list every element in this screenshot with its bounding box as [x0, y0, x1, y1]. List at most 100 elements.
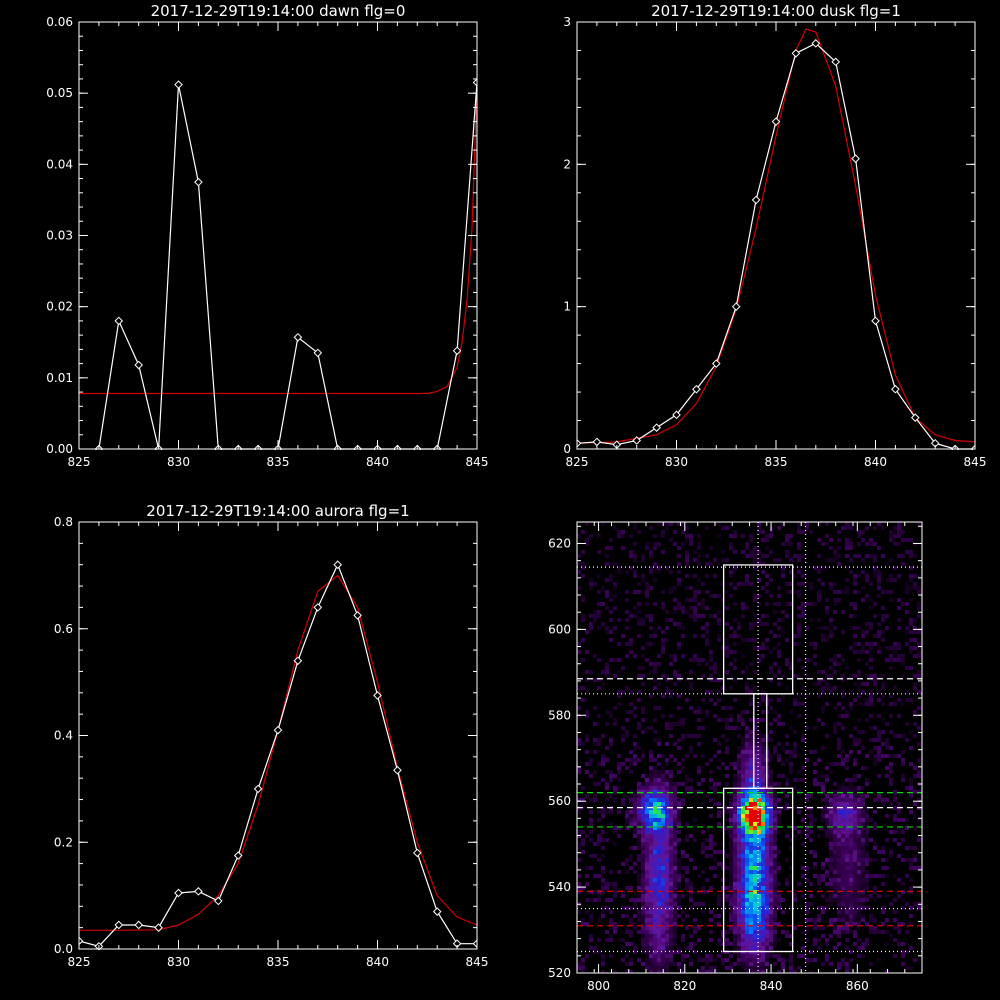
heatmap-cell — [825, 598, 829, 602]
heatmap-cell — [857, 910, 861, 914]
heatmap-cell — [721, 718, 725, 722]
heatmap-cell — [745, 606, 749, 610]
heatmap-cell — [653, 806, 657, 810]
heatmap-cell — [849, 958, 853, 962]
heatmap-cell — [765, 906, 769, 910]
heatmap-cell — [613, 886, 617, 890]
heatmap-cell — [653, 802, 657, 806]
heatmap-cell — [645, 954, 649, 958]
heatmap-cell — [853, 698, 857, 702]
heatmap-cell — [801, 930, 805, 934]
heatmap-cell — [829, 538, 833, 542]
heatmap-cell — [905, 602, 909, 606]
heatmap-cell — [601, 754, 605, 758]
heatmap-cell — [781, 610, 785, 614]
heatmap-cell — [697, 590, 701, 594]
heatmap-cell — [869, 926, 873, 930]
heatmap-cell — [589, 534, 593, 538]
heatmap-cell — [749, 698, 753, 702]
heatmap-cell — [721, 762, 725, 766]
heatmap-cell — [845, 714, 849, 718]
heatmap-cell — [833, 670, 837, 674]
heatmap-cell — [753, 970, 757, 973]
heatmap-cell — [729, 534, 733, 538]
heatmap-cell — [917, 654, 921, 658]
heatmap-cell — [693, 654, 697, 658]
heatmap-cell — [833, 658, 837, 662]
heatmap-cell — [861, 798, 865, 802]
heatmap-cell — [753, 854, 757, 858]
heatmap-cell — [577, 706, 581, 710]
heatmap-cell — [893, 734, 897, 738]
heatmap-cell — [841, 914, 845, 918]
y-tick-label: 0.06 — [46, 15, 73, 29]
heatmap-cell — [793, 674, 797, 678]
heatmap-cell — [749, 954, 753, 958]
heatmap-cell — [629, 550, 633, 554]
heatmap-cell — [693, 606, 697, 610]
heatmap-cell — [701, 870, 705, 874]
heatmap-cell — [697, 766, 701, 770]
heatmap-cell — [661, 926, 665, 930]
heatmap-cell — [669, 538, 673, 542]
heatmap-cell — [673, 794, 677, 798]
heatmap-cell — [689, 686, 693, 690]
heatmap-cell — [745, 914, 749, 918]
heatmap-cell — [645, 962, 649, 966]
heatmap-cell — [649, 850, 653, 854]
heatmap-cell — [621, 946, 625, 950]
heatmap-cell — [665, 674, 669, 678]
heatmap-cell — [673, 782, 677, 786]
heatmap-cell — [677, 606, 681, 610]
heatmap-cell — [749, 754, 753, 758]
heatmap-cell — [821, 746, 825, 750]
heatmap-cell — [769, 782, 773, 786]
heatmap-cell — [849, 922, 853, 926]
heatmap-cell — [645, 794, 649, 798]
heatmap-cell — [873, 570, 877, 574]
heatmap-cell — [793, 894, 797, 898]
heatmap-cell — [597, 782, 601, 786]
heatmap-cell — [765, 890, 769, 894]
heatmap-cell — [753, 734, 757, 738]
heatmap-cell — [765, 602, 769, 606]
heatmap-cell — [825, 862, 829, 866]
heatmap-cell — [773, 926, 777, 930]
heatmap-cell — [653, 578, 657, 582]
heatmap-cell — [665, 954, 669, 958]
heatmap-cell — [777, 894, 781, 898]
heatmap-cell — [593, 738, 597, 742]
heatmap-cell — [661, 954, 665, 958]
heatmap-cell — [669, 930, 673, 934]
heatmap-cell — [677, 850, 681, 854]
heatmap-cell — [917, 522, 921, 526]
heatmap-cell — [661, 754, 665, 758]
heatmap-cell — [705, 838, 709, 842]
heatmap-cell — [689, 882, 693, 886]
heatmap-cell — [761, 738, 765, 742]
heatmap-cell — [749, 770, 753, 774]
heatmap-cell — [601, 870, 605, 874]
heatmap-cell — [749, 934, 753, 938]
heatmap-cell — [849, 918, 853, 922]
heatmap-cell — [657, 874, 661, 878]
heatmap-cell — [849, 794, 853, 798]
heatmap-cell — [765, 646, 769, 650]
heatmap-cell — [773, 870, 777, 874]
heatmap-cell — [845, 578, 849, 582]
heatmap-cell — [769, 886, 773, 890]
heatmap-cell — [633, 846, 637, 850]
heatmap-cell — [853, 838, 857, 842]
heatmap-cell — [733, 898, 737, 902]
heatmap-cell — [881, 754, 885, 758]
heatmap-cell — [853, 882, 857, 886]
heatmap-cell — [605, 662, 609, 666]
heatmap-cell — [637, 918, 641, 922]
heatmap-cell — [769, 942, 773, 946]
heatmap-cell — [773, 918, 777, 922]
heatmap-cell — [729, 882, 733, 886]
heatmap-cell — [585, 874, 589, 878]
heatmap-cell — [641, 934, 645, 938]
heatmap-cell — [765, 854, 769, 858]
heatmap-cell — [697, 658, 701, 662]
